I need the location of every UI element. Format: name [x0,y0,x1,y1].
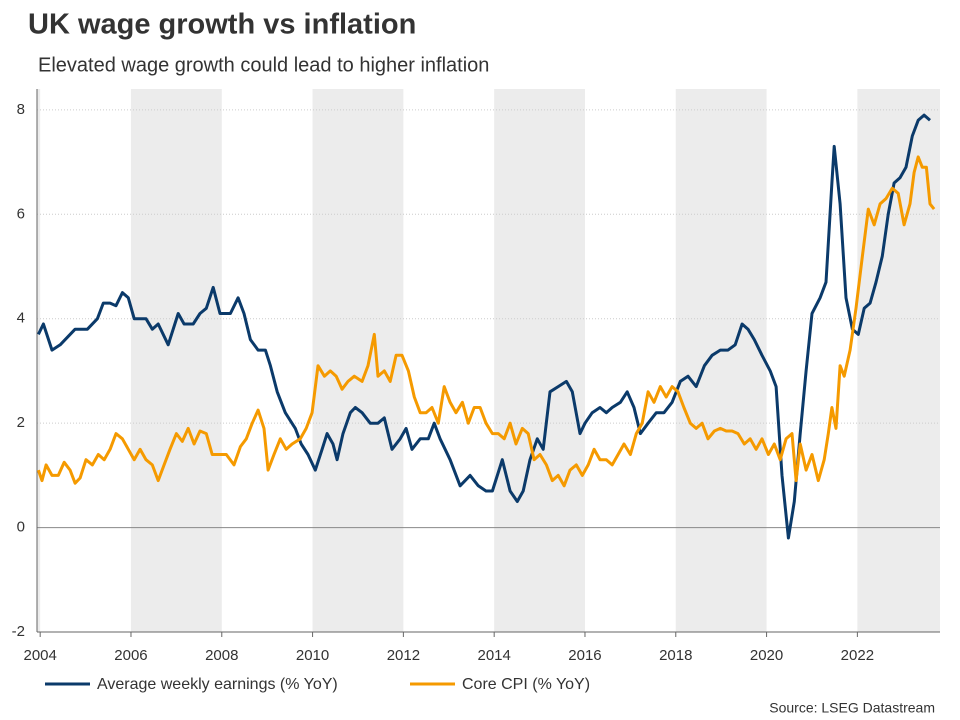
x-tick-label: 2018 [659,647,692,664]
y-tick-label: 8 [17,101,25,118]
chart-title: UK wage growth vs inflation [28,9,416,41]
shade-band [494,89,585,632]
data-line [37,113,931,540]
shade-band [130,89,222,632]
x-tick-label: 2010 [296,647,329,664]
y-tick-label: -2 [12,623,25,640]
x-tick-label: 2008 [205,647,238,664]
chart-subtitle: Elevated wage growth could lead to highe… [38,54,489,76]
x-tick-label: 2016 [568,647,601,664]
x-tick-label: 2012 [387,647,420,664]
y-tick-label: 2 [17,414,25,431]
source-note: Source: LSEG Datastream [769,700,935,716]
x-tick-label: 2004 [23,647,56,664]
y-tick-label: 0 [17,519,25,536]
data-line [36,155,936,488]
x-tick-label: 2014 [477,647,510,664]
shade-band [312,89,404,632]
x-tick-label: 2006 [114,647,147,664]
legend-label: Core CPI (% YoY) [462,676,590,693]
shade-band [37,89,41,632]
x-tick-label: 2022 [841,647,874,664]
x-tick-label: 2020 [750,647,783,664]
shade-band [675,89,767,632]
y-tick-label: 4 [17,310,25,327]
legend-label: Average weekly earnings (% YoY) [97,676,338,693]
y-tick-label: 6 [17,205,25,222]
